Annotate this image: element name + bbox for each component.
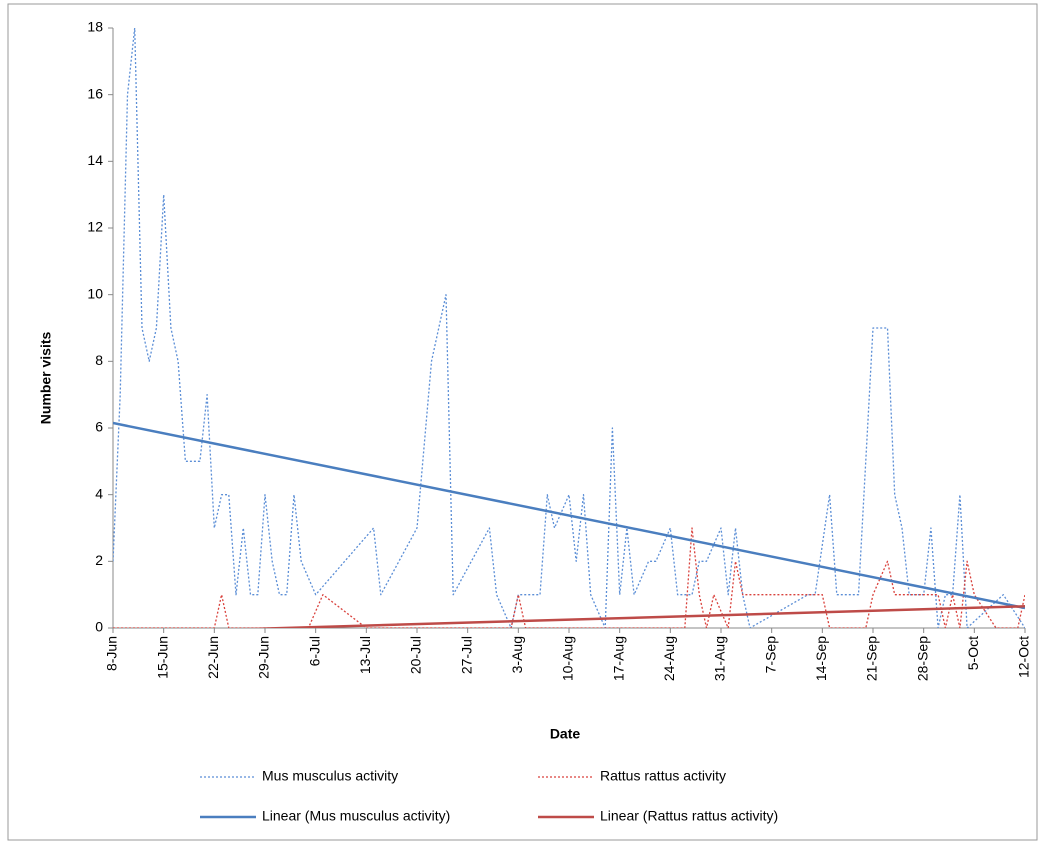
legend-label: Linear (Mus musculus activity) (262, 808, 450, 824)
x-tick-label: 7-Sep (762, 636, 778, 674)
y-tick-label: 8 (95, 352, 103, 368)
x-tick-label: 10-Aug (560, 636, 576, 681)
y-tick-label: 6 (95, 419, 103, 435)
x-tick-label: 22-Jun (205, 636, 221, 679)
series-line (113, 28, 1025, 628)
x-tick-label: 8-Jun (104, 636, 120, 671)
legend-label: Linear (Rattus rattus activity) (600, 808, 778, 824)
y-tick-label: 10 (87, 285, 103, 301)
y-axis-label: Number visits (38, 331, 54, 424)
chart-frame (7, 3, 1038, 841)
x-tick-label: 3-Aug (509, 636, 525, 673)
x-axis-label: Date (550, 726, 581, 742)
x-tick-label: 5-Oct (965, 636, 981, 670)
x-tick-label: 17-Aug (610, 636, 626, 681)
x-tick-label: 31-Aug (712, 636, 728, 681)
series-line (241, 605, 1025, 628)
x-tick-label: 12-Oct (1016, 636, 1032, 678)
y-tick-label: 4 (95, 485, 103, 501)
x-tick-label: 21-Sep (864, 636, 880, 681)
x-tick-label: 20-Jul (408, 636, 424, 674)
legend-label: Mus musculus activity (262, 768, 398, 784)
y-tick-label: 18 (87, 19, 103, 35)
y-tick-label: 16 (87, 85, 103, 101)
y-tick-label: 12 (87, 219, 103, 235)
series-line (113, 421, 1025, 610)
x-tick-label: 13-Jul (357, 636, 373, 674)
x-tick-label: 28-Sep (914, 636, 930, 681)
x-tick-label: 14-Sep (813, 636, 829, 681)
x-tick-label: 27-Jul (458, 636, 474, 674)
x-tick-label: 6-Jul (306, 636, 322, 666)
y-tick-label: 14 (87, 152, 103, 168)
y-tick-label: 0 (95, 619, 103, 635)
x-tick-label: 29-Jun (256, 636, 272, 679)
x-tick-label: 15-Jun (154, 636, 170, 679)
legend-label: Rattus rattus activity (600, 768, 726, 784)
y-tick-label: 2 (95, 552, 103, 568)
x-tick-label: 24-Aug (661, 636, 677, 681)
